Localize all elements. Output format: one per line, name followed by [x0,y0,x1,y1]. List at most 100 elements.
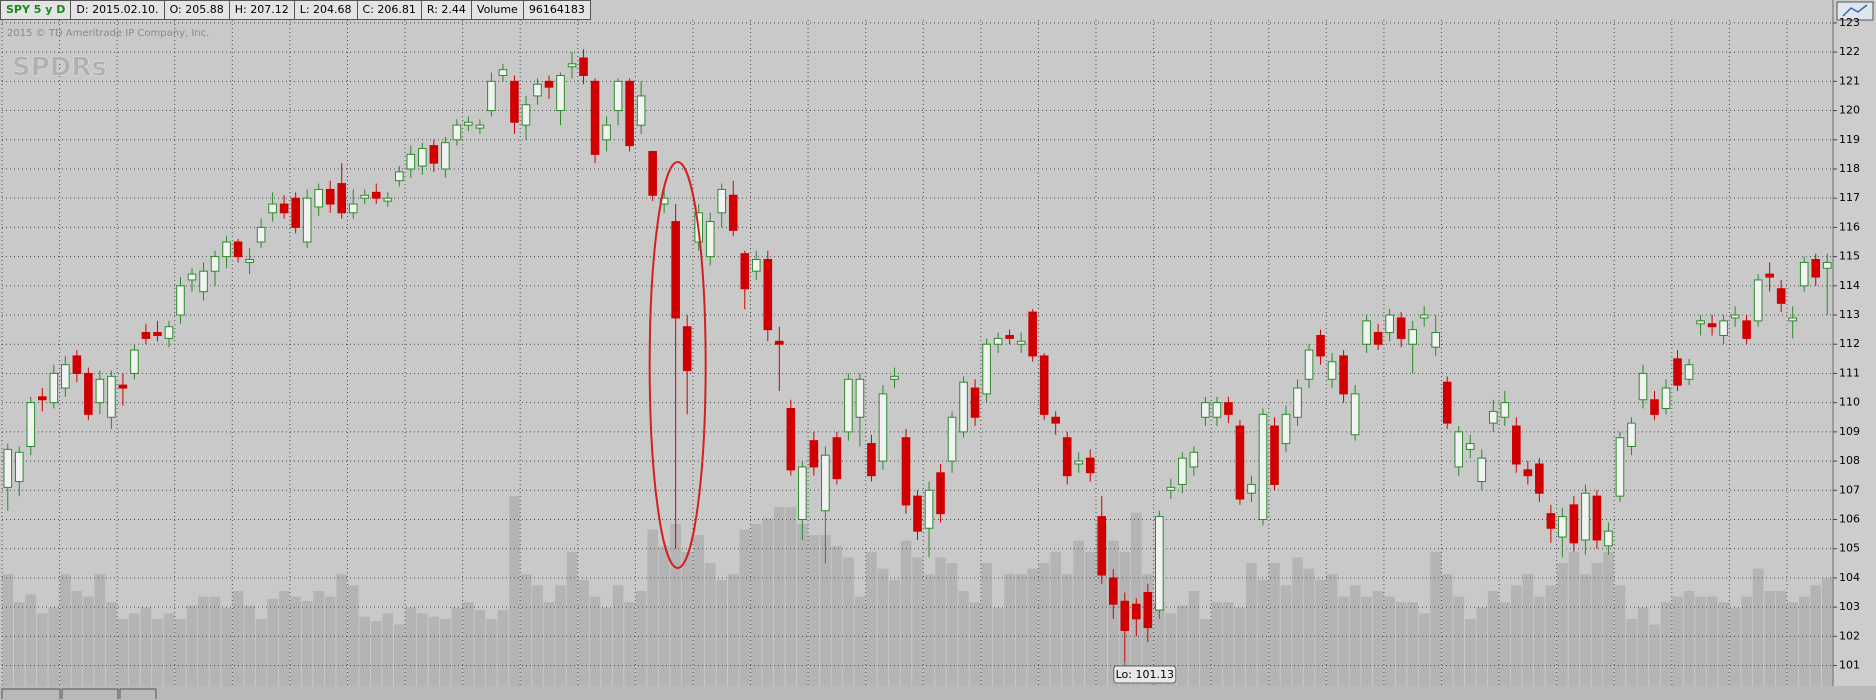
volume-bar [209,596,221,686]
candle-body-up [1178,457,1187,485]
candle-body-up [1500,402,1510,418]
volume-bar [1557,563,1568,686]
candle-body-up [1362,320,1371,345]
volume-bar [244,605,255,686]
volume-bar [1603,551,1614,686]
volume-bar [1649,624,1660,686]
volume-bar [1165,613,1177,686]
volume-bar [1511,585,1522,686]
volume-bar [1499,602,1511,686]
candle-body-up [164,326,174,339]
candle-body-up [1822,261,1832,269]
y-tick-label: 123 [1839,16,1860,29]
range: R: 2.44 [420,0,472,20]
candle-body-up [959,381,968,433]
candle-body-down [648,150,657,196]
volume-bar [1084,551,1096,686]
y-tick-label: 107 [1839,483,1860,496]
volume-bar [1672,596,1683,686]
y-tick-label: 103 [1839,600,1860,613]
volume-bar [440,618,451,686]
volume-bar [820,535,831,686]
candle-body-up [1615,437,1625,497]
candle-body-up [1155,516,1164,611]
candle-body-up [383,197,393,202]
candle-body-down [786,408,796,471]
candle-body-down [1039,355,1049,415]
y-tick-label: 105 [1839,542,1860,555]
volume-bar [877,568,889,686]
candle-body-up [360,194,370,199]
candle-body-up [924,489,934,529]
candle-body-up [406,153,416,170]
candle-body-up [556,75,565,112]
y-tick-label: 108 [1839,454,1860,467]
candle-body-down [1396,317,1406,339]
candle-body-down [1062,437,1072,477]
candle-body-up [751,259,761,272]
date: D: 2015.02.10. [70,0,165,20]
volume-bar [1050,551,1061,686]
volume-bar [1775,591,1787,686]
candle-body-down [1512,425,1521,465]
candle-body-up [464,121,473,126]
candle-body-down [1811,259,1821,278]
candle-body-up [394,171,404,182]
candle-body-down [740,253,750,290]
candle-body-up [1074,460,1084,465]
volume-bar [900,540,912,686]
candle-body-down [84,372,93,415]
volume-bar [1061,574,1073,686]
volume-bar [704,563,716,686]
volume-bar [313,591,324,686]
volume-bar [278,591,290,686]
volume-bar [186,605,198,686]
y-tick-label: 121 [1839,74,1860,87]
candle-body-down [371,191,381,199]
symbol[interactable]: SPY 5 y D [0,0,72,20]
candle-body-up [1730,314,1740,319]
bottom-strip [0,686,1876,700]
volume-bar [2,574,14,686]
candle-body-up [1408,329,1417,345]
candle-body-down [625,80,634,147]
volume-bar [1280,585,1292,686]
candle-body-up [993,337,1003,345]
volume-bar [1027,568,1038,686]
candle-body-down [1339,355,1348,395]
volume-bar [1015,574,1027,686]
volume-bar [486,618,497,686]
candle-body-up [1696,320,1705,325]
candle-body-up [256,226,266,243]
volume-bar [117,618,129,686]
candle-body-down [775,340,784,345]
volume-bar [854,596,866,686]
candle-body-up [1016,340,1026,345]
candle-body-up [187,273,197,281]
candle-body-down [936,472,945,515]
volume: 96164183 [522,0,591,20]
volume-bar [1614,585,1626,686]
candle-body-up [717,188,727,214]
volume-bar [843,557,854,686]
volume-bar [1476,607,1488,686]
candle-body-up [1431,332,1441,348]
volume-bar [382,613,394,686]
volume-bar [370,621,382,686]
volume-bar [1637,607,1649,686]
volume-bar [969,602,981,686]
volume-bar [543,602,555,686]
candle-body-down [1707,323,1717,328]
volume-bar [1372,591,1384,686]
copyright: 2015 © TD Ameritrade IP Company, Inc. [7,28,209,39]
candle-body-down [1592,495,1602,541]
candle-body-up [1327,361,1337,380]
volume-bar [1568,551,1580,686]
volume-bar [889,579,900,686]
volume-bar [1246,563,1257,686]
volume-bar [163,613,175,686]
volume-bar [831,546,843,686]
y-tick-label: 109 [1839,425,1860,438]
bottom-tabs[interactable] [1,688,157,699]
